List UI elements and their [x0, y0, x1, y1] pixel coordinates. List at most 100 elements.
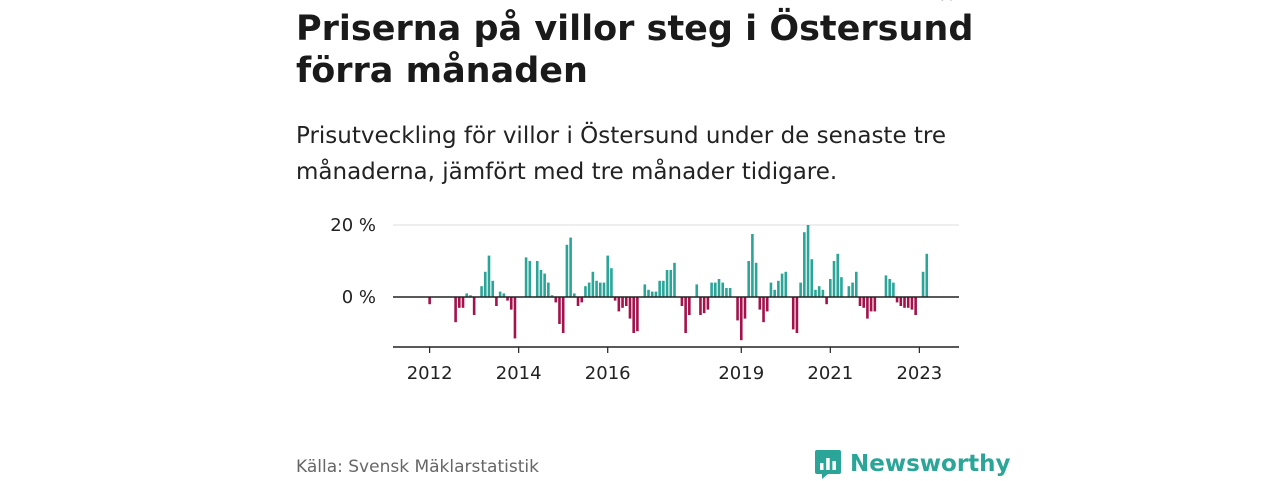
- bar: [595, 280, 598, 297]
- bar: [873, 297, 877, 312]
- x-tick-label: 2023: [896, 363, 942, 384]
- newsworthy-logo-icon: [815, 450, 841, 479]
- bar: [606, 255, 610, 297]
- bar: [554, 297, 558, 303]
- bar: [899, 297, 903, 306]
- bar: [454, 297, 457, 323]
- bar: [892, 282, 895, 297]
- bar: [821, 289, 825, 297]
- bar: [547, 282, 550, 297]
- bar: [513, 297, 517, 339]
- bar: [565, 244, 569, 297]
- bar: [669, 270, 673, 297]
- bar: [428, 297, 431, 305]
- bar: [710, 282, 713, 297]
- bar: [617, 297, 621, 312]
- bar: [869, 297, 873, 312]
- bar: [573, 293, 576, 297]
- bar: [535, 261, 539, 297]
- bar: [817, 286, 821, 297]
- bar: [925, 253, 929, 297]
- bar: [543, 273, 546, 297]
- bar: [836, 253, 840, 297]
- bar: [610, 268, 613, 297]
- bar: [906, 297, 910, 308]
- bar: [780, 273, 784, 297]
- bar: [472, 297, 476, 315]
- bar-chart: 20 % 0 % 2012 2014 2016 2019 2021 2023 12 %: [330, 0, 959, 384]
- bar: [613, 297, 617, 301]
- bar: [587, 282, 591, 297]
- bar: [461, 297, 465, 308]
- bar: [791, 297, 795, 330]
- bar: [784, 271, 788, 297]
- bar: [762, 297, 765, 323]
- bar: [487, 255, 491, 297]
- bar: [598, 282, 602, 297]
- bar: [736, 297, 739, 321]
- bar: [814, 289, 817, 297]
- bar: [465, 293, 469, 297]
- bar: [699, 297, 702, 315]
- bar: [803, 232, 806, 297]
- bar: [569, 237, 572, 297]
- latest-value-label: 12 %: [909, 0, 955, 5]
- bar: [702, 297, 706, 314]
- bar: [458, 297, 461, 308]
- bar: [795, 297, 799, 333]
- bar: [706, 297, 710, 310]
- bar: [903, 297, 906, 308]
- bar: [769, 282, 773, 297]
- bar: [747, 261, 750, 297]
- bar: [576, 297, 580, 306]
- bar: [491, 280, 494, 297]
- bar: [829, 279, 832, 297]
- x-tick-label: 2012: [407, 363, 453, 384]
- bar: [643, 284, 647, 297]
- bar: [680, 297, 684, 306]
- bar: [806, 225, 810, 297]
- bar: [539, 270, 543, 297]
- bar: [506, 297, 509, 301]
- bar: [509, 297, 513, 310]
- bar: [773, 289, 776, 297]
- bar: [728, 288, 732, 297]
- bar: [665, 270, 669, 297]
- bar: [495, 297, 498, 306]
- bar: [502, 293, 506, 297]
- source-note: Källa: Svensk Mäklarstatistik: [296, 457, 539, 477]
- bar: [751, 234, 754, 297]
- x-tick-label: 2016: [585, 363, 631, 384]
- bar: [561, 297, 565, 333]
- bar: [480, 286, 483, 297]
- bar: [721, 282, 725, 297]
- bar: [847, 286, 851, 297]
- bar: [621, 297, 624, 308]
- newsworthy-brand[interactable]: Newsworthy: [814, 447, 1011, 481]
- bar: [825, 297, 828, 305]
- bar: [591, 271, 595, 297]
- bar: [654, 291, 658, 297]
- chart-title: Priserna på villor steg i Östersund förr…: [296, 9, 974, 91]
- bar: [469, 295, 472, 297]
- bar: [854, 271, 858, 297]
- bar: [602, 282, 606, 297]
- bar: [884, 275, 888, 297]
- bar: [895, 297, 899, 303]
- bar: [650, 291, 654, 297]
- x-tick-label: 2021: [807, 363, 853, 384]
- y-tick-label: 0 %: [342, 287, 376, 308]
- bar: [688, 297, 691, 315]
- bar: [717, 279, 721, 297]
- bar: [695, 284, 699, 297]
- bar: [528, 261, 532, 297]
- x-tick-label: 2014: [496, 363, 542, 384]
- bar: [921, 271, 925, 297]
- bar: [866, 297, 869, 319]
- chart-subtitle: Prisutveckling för villor i Östersund un…: [296, 123, 947, 185]
- bar: [799, 282, 802, 297]
- brand-name: Newsworthy: [850, 451, 1011, 477]
- bar: [673, 262, 676, 297]
- bar: [624, 297, 628, 306]
- bar: [743, 297, 747, 319]
